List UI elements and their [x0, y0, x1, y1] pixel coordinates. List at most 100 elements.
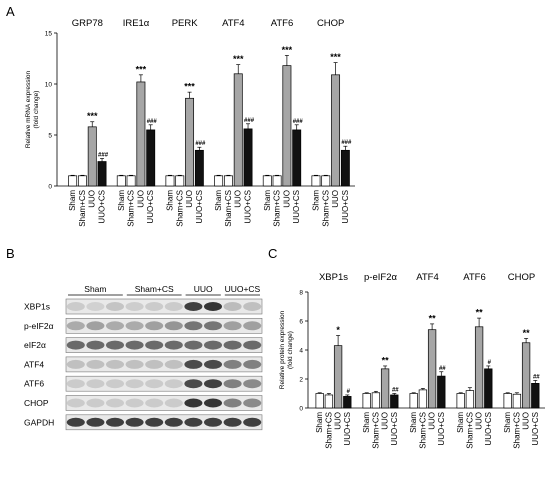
blot-band — [86, 341, 104, 350]
category-label: Sham+CS — [127, 190, 136, 227]
blot-band — [165, 379, 183, 388]
blot-band — [243, 341, 261, 350]
category-label: UUO — [282, 190, 291, 208]
category-label: Sham+CS — [224, 190, 233, 227]
category-label: UUO — [185, 190, 194, 208]
blot-protein-label: p-eIF2α — [24, 321, 54, 331]
bar — [475, 327, 483, 408]
category-label: UUO+CS — [341, 190, 350, 224]
blot-band — [67, 341, 85, 350]
y-axis-label: Relative mRNA expression — [25, 70, 32, 148]
blot-band — [106, 379, 124, 388]
group-title: CHOP — [508, 272, 535, 283]
category-label: Sham+CS — [324, 412, 333, 449]
bar — [234, 74, 242, 186]
bar — [325, 395, 333, 408]
blot-band — [126, 399, 144, 408]
bar — [341, 150, 349, 186]
category-label: Sham+CS — [78, 190, 87, 227]
significance-mark: *** — [87, 111, 98, 121]
y-tick-label: 0 — [299, 405, 303, 412]
bar — [78, 176, 86, 186]
bar — [117, 176, 125, 186]
blot-band — [145, 302, 163, 311]
category-label: UUO+CS — [531, 412, 540, 446]
blot-band — [67, 418, 85, 427]
category-label: UUO — [475, 412, 484, 430]
bar — [215, 176, 223, 186]
group-title: XBP1s — [319, 272, 348, 283]
blot-group-label: UUO+CS — [225, 284, 261, 294]
significance-mark: # — [347, 389, 351, 395]
bar — [331, 75, 339, 186]
blot-band — [106, 399, 124, 408]
significance-mark: *** — [233, 54, 244, 64]
y-axis-label: (fold change) — [287, 331, 294, 369]
blot-band — [224, 418, 242, 427]
blot-band — [184, 302, 202, 311]
blot-band — [204, 399, 222, 408]
category-label: UUO — [522, 412, 531, 430]
chart-panel-c: 0 2 4 6 8 Relative protein expression (fold ch… — [279, 272, 545, 449]
group-title: CHOP — [317, 18, 344, 29]
blot-band — [243, 418, 261, 427]
blot-protein-label: CHOP — [24, 398, 49, 408]
category-label: UUO — [234, 190, 243, 208]
blot-band — [224, 379, 242, 388]
blot-band — [204, 360, 222, 369]
significance-mark: ### — [293, 119, 304, 125]
bar — [69, 176, 77, 186]
significance-mark: *** — [136, 64, 147, 74]
blot-band — [106, 341, 124, 350]
blot-band — [204, 418, 222, 427]
chart-panel-a: 0 5 10 15 Relative mRNA expression (fold chan… — [25, 18, 355, 227]
y-tick-label: 6 — [299, 318, 303, 325]
significance-mark: # — [488, 360, 492, 366]
category-label: Sham — [263, 190, 272, 211]
bar — [532, 383, 540, 408]
blot-band — [86, 302, 104, 311]
significance-mark: ### — [147, 119, 158, 125]
bar — [127, 176, 135, 186]
blot-band — [165, 321, 183, 330]
category-label: Sham+CS — [465, 412, 474, 449]
category-label: Sham — [311, 190, 320, 211]
category-label: UUO — [381, 412, 390, 430]
category-label: UUO+CS — [437, 412, 446, 446]
blot-band — [224, 302, 242, 311]
blot-band — [165, 341, 183, 350]
blot-band — [106, 321, 124, 330]
blot-band — [126, 302, 144, 311]
group-title: IRE1α — [123, 18, 150, 29]
blot-band — [224, 341, 242, 350]
bar — [457, 394, 465, 409]
category-label: UUO — [136, 190, 145, 208]
blot-protein-label: XBP1s — [24, 302, 50, 312]
blot-band — [145, 321, 163, 330]
category-label: Sham — [503, 412, 512, 433]
significance-mark: * — [336, 325, 340, 335]
significance-mark: ** — [476, 308, 484, 318]
blot-band — [204, 341, 222, 350]
blot-band — [145, 379, 163, 388]
blot-band — [224, 399, 242, 408]
bar — [283, 66, 291, 186]
bar — [522, 343, 530, 408]
y-tick-label: 8 — [299, 289, 303, 296]
bar — [410, 394, 418, 409]
blot-band — [165, 399, 183, 408]
blot-band — [204, 379, 222, 388]
significance-mark: ** — [382, 355, 390, 365]
group-title: GRP78 — [72, 18, 103, 29]
blot-band — [86, 379, 104, 388]
significance-mark: ### — [244, 118, 255, 124]
bar — [88, 127, 96, 186]
y-tick-label: 15 — [45, 30, 53, 37]
blot-band — [224, 360, 242, 369]
blot-protein-label: eIF2α — [24, 340, 46, 350]
significance-mark: ## — [533, 374, 540, 380]
blot-band — [204, 321, 222, 330]
bar — [185, 98, 193, 186]
blot-band — [224, 321, 242, 330]
